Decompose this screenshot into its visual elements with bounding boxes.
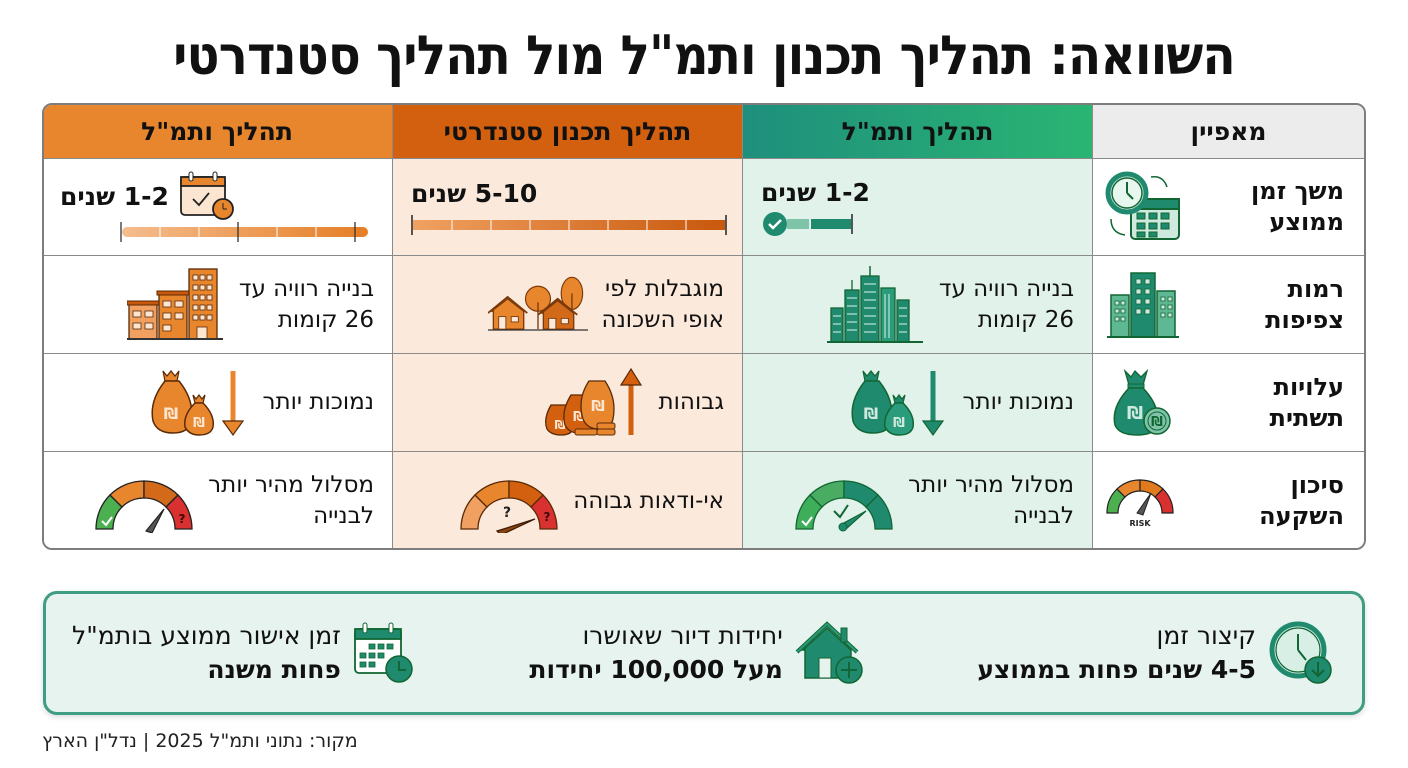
svg-text:₪: ₪ xyxy=(863,404,877,423)
summary-value: פחות משנה xyxy=(207,655,341,684)
value-text: בנייה רוויה עד xyxy=(238,275,374,302)
house-plus-icon xyxy=(795,621,863,684)
short-progress-bar-icon xyxy=(763,211,853,236)
risk-tama-orange: מסלול מהיר יותר לבנייה ? xyxy=(44,452,392,548)
svg-text:?: ? xyxy=(179,512,186,526)
svg-text:?: ? xyxy=(544,510,551,524)
money-bags-down-icon: ₪ ₪ xyxy=(851,369,944,436)
value-text: מסלול מהיר יותר xyxy=(208,472,374,498)
buildings-icon xyxy=(126,267,223,340)
header-standard: תהליך תכנון סטנדרטי xyxy=(392,105,742,159)
header-tama-orange: תהליך ותמ"ל xyxy=(44,105,392,159)
duration-value: 5-10 שנים xyxy=(411,178,538,208)
money-bag-shekel-icon: ₪ ₪ xyxy=(1113,368,1171,436)
risk-tama-green: מסלול מהיר יותר לבנייה xyxy=(742,452,1092,548)
buildings-icon xyxy=(1107,271,1179,338)
duration-tama-green: 1-2 שנים xyxy=(742,159,1092,256)
costs-standard: גבוהות ₪ ₪ ₪ xyxy=(392,354,742,452)
progress-bar-icon xyxy=(120,222,368,242)
feature-label: משך זמן xyxy=(1251,177,1344,205)
svg-text:₪: ₪ xyxy=(1127,403,1143,424)
skyscrapers-icon xyxy=(826,265,923,343)
svg-text:₪: ₪ xyxy=(163,404,177,423)
svg-text:₪: ₪ xyxy=(893,416,905,431)
feature-label: עלויות xyxy=(1273,372,1344,401)
header-tama-green: תהליך ותמ"ל xyxy=(742,105,1092,159)
feature-label: סיכון xyxy=(1290,471,1344,499)
money-bags-up-icon: ₪ ₪ ₪ xyxy=(544,367,642,436)
duration-standard: 5-10 שנים xyxy=(392,159,742,256)
long-progress-bar-icon xyxy=(411,214,727,235)
summary-label: זמן אישור ממוצע בותמ"ל xyxy=(72,621,341,650)
feature-cell-density: רמות צפיפות xyxy=(1092,256,1364,354)
svg-text:?: ? xyxy=(503,505,511,521)
density-tama-orange: בנייה רוויה עד 26 קומות xyxy=(44,256,392,354)
page-title: השוואה: תהליך תכנון ותמ"ל מול תהליך סטנד… xyxy=(173,24,1236,87)
green-gauge-icon xyxy=(795,480,893,532)
feature-label: צפיפות xyxy=(1265,305,1344,334)
value-text: 26 קומות xyxy=(977,306,1074,333)
value-text: מוגבלות לפי xyxy=(604,275,724,302)
costs-tama-green: נמוכות יותר ₪ ₪ xyxy=(742,354,1092,452)
feature-cell-costs: עלויות תשתית ₪ ₪ xyxy=(1092,354,1364,452)
density-standard: מוגבלות לפי אופי השכונה xyxy=(392,256,742,354)
summary-label: קיצור זמן xyxy=(1156,621,1256,650)
value-text: 26 קומות xyxy=(277,306,374,333)
value-text: מסלול מהיר יותר xyxy=(908,472,1074,498)
costs-tama-orange: נמוכות יותר ₪ ₪ xyxy=(44,354,392,452)
duration-value: 1-2 שנים xyxy=(761,177,870,207)
value-text: אי-ודאות גבוהה xyxy=(573,487,724,514)
value-text: אופי השכונה xyxy=(601,306,724,333)
value-text: לבנייה xyxy=(1013,503,1074,529)
risk-gauge-icon: RISK xyxy=(1106,479,1174,528)
speed-gauge-icon: ? xyxy=(95,480,193,533)
feature-label: תשתית xyxy=(1269,403,1344,432)
value-text: לבנייה xyxy=(313,503,374,529)
duration-value: 1-2 שנים xyxy=(60,181,169,211)
summary-box: קיצור זמן 4-5 שנים פחות בממוצע יחידות די… xyxy=(43,591,1365,715)
value-text: בנייה רוויה עד xyxy=(938,275,1074,302)
summary-item-approval-time: זמן אישור ממוצע בותמ"ל פחות משנה xyxy=(72,619,417,687)
summary-value: מעל 100,000 יחידות xyxy=(529,655,783,684)
summary-label: יחידות דיור שאושרו xyxy=(582,621,783,650)
feature-cell-risk: סיכון השקעה RISK xyxy=(1092,452,1364,548)
clock-down-icon xyxy=(1269,621,1332,684)
summary-value: 4-5 שנים פחות בממוצע xyxy=(977,655,1256,684)
houses-trees-icon xyxy=(487,276,588,331)
feature-label: ממוצע xyxy=(1269,208,1344,236)
svg-text:₪: ₪ xyxy=(193,416,205,431)
risk-standard: אי-ודאות גבוהה ? ? xyxy=(392,452,742,548)
comparison-table: מאפיין תהליך ותמ"ל תהליך תכנון סטנדרטי ת… xyxy=(42,103,1366,550)
value-text: גבוהות xyxy=(658,389,724,415)
calendar-check-icon xyxy=(180,171,234,220)
source-note: מקור: נתוני ותמ"ל 2025 | נדל"ן הארץ xyxy=(42,730,358,752)
svg-text:₪: ₪ xyxy=(1151,415,1163,430)
svg-text:RISK: RISK xyxy=(1129,519,1151,528)
calendar-clock-icon xyxy=(353,622,413,683)
clock-calendar-icon xyxy=(1105,171,1180,240)
density-tama-green: בנייה רוויה עד 26 קומות xyxy=(742,256,1092,354)
uncertain-gauge-icon: ? ? xyxy=(460,480,558,533)
feature-cell-duration: משך זמן ממוצע xyxy=(1092,159,1364,256)
svg-text:₪: ₪ xyxy=(591,397,605,415)
feature-label: רמות xyxy=(1287,274,1344,303)
feature-label: השקעה xyxy=(1259,502,1344,530)
value-text: נמוכות יותר xyxy=(962,389,1074,415)
svg-text:₪: ₪ xyxy=(554,418,565,432)
money-bags-down-icon: ₪ ₪ xyxy=(151,369,244,436)
summary-item-time-reduction: קיצור זמן 4-5 שנים פחות בממוצע xyxy=(977,619,1334,687)
value-text: נמוכות יותר xyxy=(262,389,374,415)
summary-item-housing-units: יחידות דיור שאושרו מעל 100,000 יחידות xyxy=(529,619,864,687)
header-feature: מאפיין xyxy=(1092,105,1364,159)
duration-tama-orange: 1-2 שנים xyxy=(44,159,392,256)
